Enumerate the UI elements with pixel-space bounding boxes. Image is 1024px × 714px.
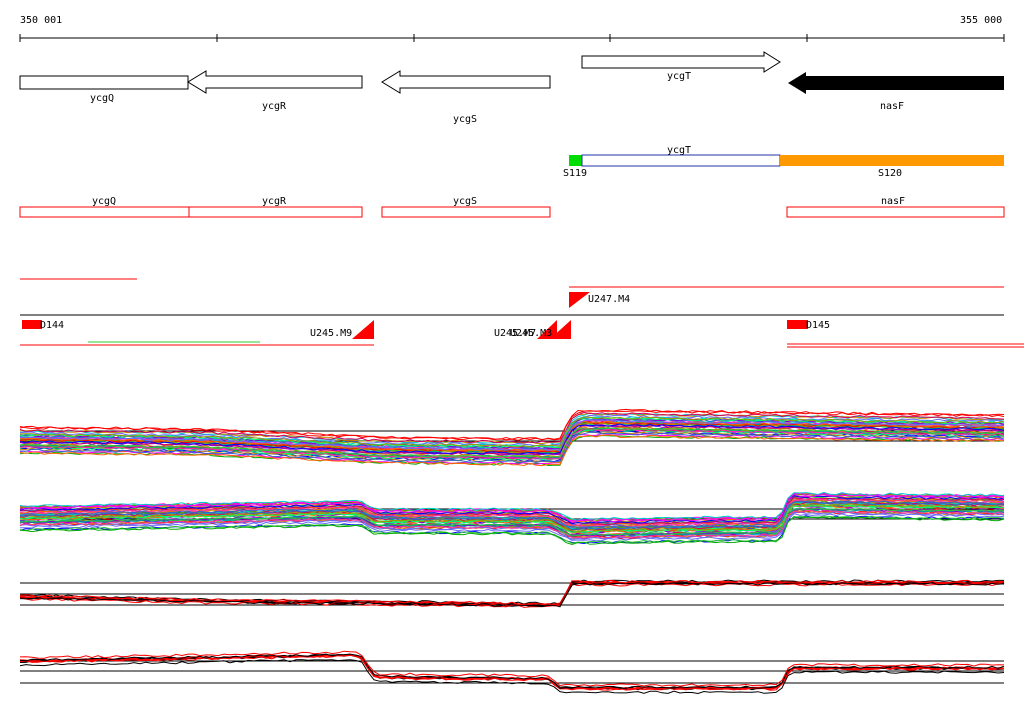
expression-trace [19, 498, 1005, 528]
segment-S119[interactable] [569, 155, 582, 166]
marker-U247M4-flag[interactable] [569, 292, 590, 308]
marker-D144-label: D144 [40, 320, 64, 331]
marker-D145-label: D145 [806, 320, 830, 331]
segment-S120[interactable] [780, 155, 1004, 166]
marker-U245M7-label: U245.M7 [494, 328, 536, 339]
segment-ycgT-label: ycgT [667, 145, 691, 156]
expression-trace [19, 513, 1005, 542]
gene-ycgQ[interactable] [19, 75, 189, 90]
gene-track: ycgQ ycgR ycgS ycgT nasF [19, 51, 1004, 125]
marker-U245M3-label: U245.M3 [510, 328, 552, 339]
marker-U247M4-label: U247.M4 [588, 294, 630, 305]
gene-ycgR-arrow[interactable] [187, 70, 363, 94]
annotation-ycgS[interactable] [381, 206, 551, 218]
expression-trace [19, 501, 1005, 531]
annotation-ycgR[interactable] [188, 206, 363, 218]
expression-trace [19, 502, 1005, 532]
annotation-ycgQ[interactable] [19, 206, 190, 218]
expression-trace [19, 416, 1005, 448]
marker-U245M9-label: U245.M9 [310, 328, 352, 339]
expression-trace [19, 659, 1005, 695]
annotation-nasF[interactable] [786, 206, 1005, 218]
expression-trace [19, 420, 1005, 453]
expression-track-4 [19, 650, 1005, 695]
expression-trace [19, 495, 1005, 525]
expression-trace [19, 510, 1005, 539]
expression-trace [19, 421, 1005, 453]
expression-trace [19, 410, 1005, 441]
expression-track-2 [19, 491, 1005, 546]
expression-trace [19, 434, 1005, 467]
expression-trace [19, 496, 1005, 525]
expression-trace [19, 582, 1005, 608]
annotation-ycgR-label: ycgR [262, 196, 287, 207]
annotation-ycgQ-label: ycgQ [92, 196, 116, 207]
gene-nasF-label: nasF [880, 101, 904, 112]
expression-trace [19, 515, 1005, 544]
expression-trace [19, 423, 1005, 455]
expression-trace [19, 579, 1005, 605]
gene-ycgT-label: ycgT [667, 71, 691, 82]
annotation-nasF-label: nasF [881, 196, 905, 207]
gene-ycgS-label: ycgS [453, 114, 477, 125]
expression-track-3 [19, 579, 1005, 608]
ruler-end-label: 355 000 [960, 15, 1002, 26]
expression-trace [19, 433, 1005, 465]
segment-ycgT[interactable] [581, 154, 781, 167]
expression-trace [19, 650, 1005, 687]
expression-trace [19, 491, 1005, 521]
expression-trace [19, 419, 1005, 452]
marker-U245M9-flag[interactable] [352, 320, 374, 339]
expression-trace [19, 427, 1005, 460]
ruler-start-label: 350 001 [20, 15, 62, 26]
marker-track: D144 U245.M9 U245.M7 U245.M3 U247.M4 D14… [20, 278, 1024, 348]
marker-D145-box[interactable] [787, 320, 808, 329]
gene-nasF-arrow[interactable] [788, 72, 1004, 94]
expression-trace [19, 507, 1005, 536]
marker-U245M7-flag[interactable] [537, 320, 557, 339]
annotation-track: ycgQ ycgR ycgS nasF [19, 196, 1005, 218]
expression-track-1 [19, 408, 1005, 467]
segment-S119-label: S119 [563, 168, 587, 179]
expression-trace [19, 414, 1005, 447]
expression-trace [19, 500, 1005, 528]
expression-trace [19, 431, 1005, 464]
expression-trace [19, 427, 1004, 459]
annotation-ycgS-label: ycgS [453, 196, 477, 207]
expression-trace [19, 583, 1005, 608]
gene-ycgR-label: ycgR [262, 101, 287, 112]
expression-trace [19, 515, 1005, 546]
expression-trace [19, 411, 1005, 444]
gene-ycgS-arrow[interactable] [381, 70, 551, 94]
marker-D144-box[interactable] [22, 320, 42, 329]
expression-trace [19, 653, 1005, 689]
coordinate-ruler: 350 001 355 000 [19, 15, 1005, 42]
gene-ycgT-arrow[interactable] [581, 51, 781, 73]
segment-S120-label: S120 [878, 168, 902, 179]
expression-trace [19, 654, 1005, 691]
gene-ycgQ-label: ycgQ [90, 93, 114, 104]
segment-track: S119 ycgT S120 [563, 145, 1004, 179]
expression-trace [19, 493, 1005, 523]
marker-U245M3-flag[interactable] [550, 320, 571, 339]
